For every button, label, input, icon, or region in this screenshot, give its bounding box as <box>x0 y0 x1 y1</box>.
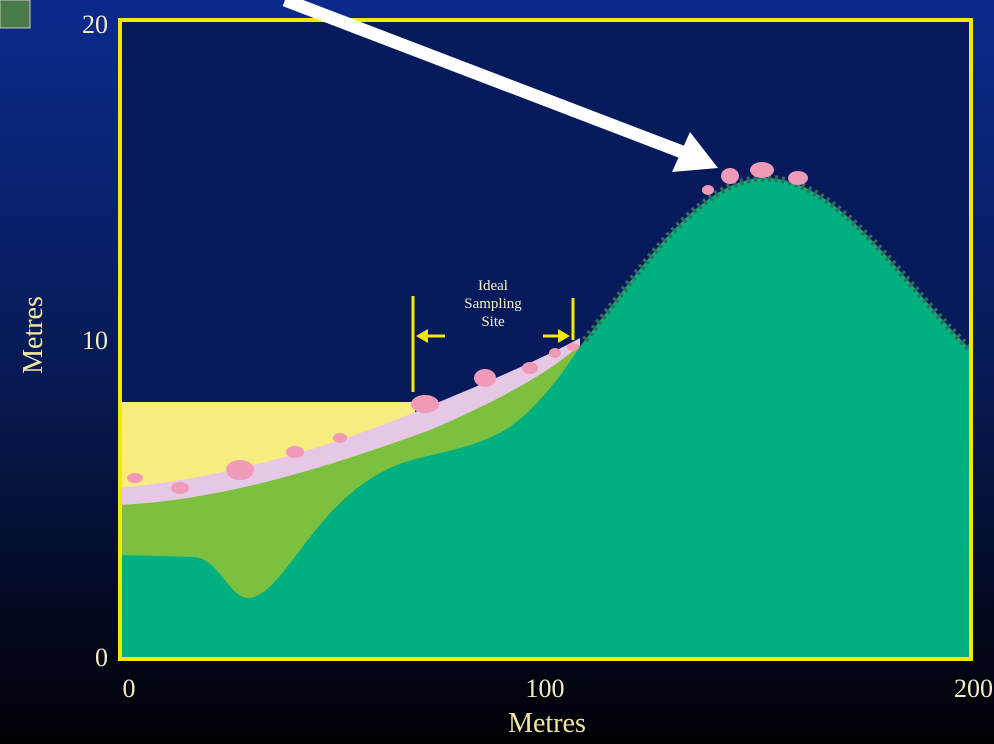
x-tick-label: 100 <box>526 674 565 703</box>
annotation-line: Site <box>481 314 505 330</box>
slide: Ideal Sampling Site 20 10 0 0 100 200 Me… <box>0 0 994 744</box>
y-tick-label: 0 <box>95 643 108 672</box>
annotation-line: Ideal <box>478 278 508 294</box>
y-tick-label: 10 <box>82 326 108 355</box>
x-tick-label: 200 <box>954 674 993 703</box>
page: Ideal Sampling Site 20 10 0 0 100 200 Me… <box>0 0 994 744</box>
y-axis-label: Metres <box>18 296 49 374</box>
x-axis-label: Metres <box>508 708 586 739</box>
icon <box>0 0 30 28</box>
x-tick-label: 0 <box>123 674 136 703</box>
y-tick-label: 20 <box>82 10 108 39</box>
annotation-line: Sampling <box>464 296 522 312</box>
